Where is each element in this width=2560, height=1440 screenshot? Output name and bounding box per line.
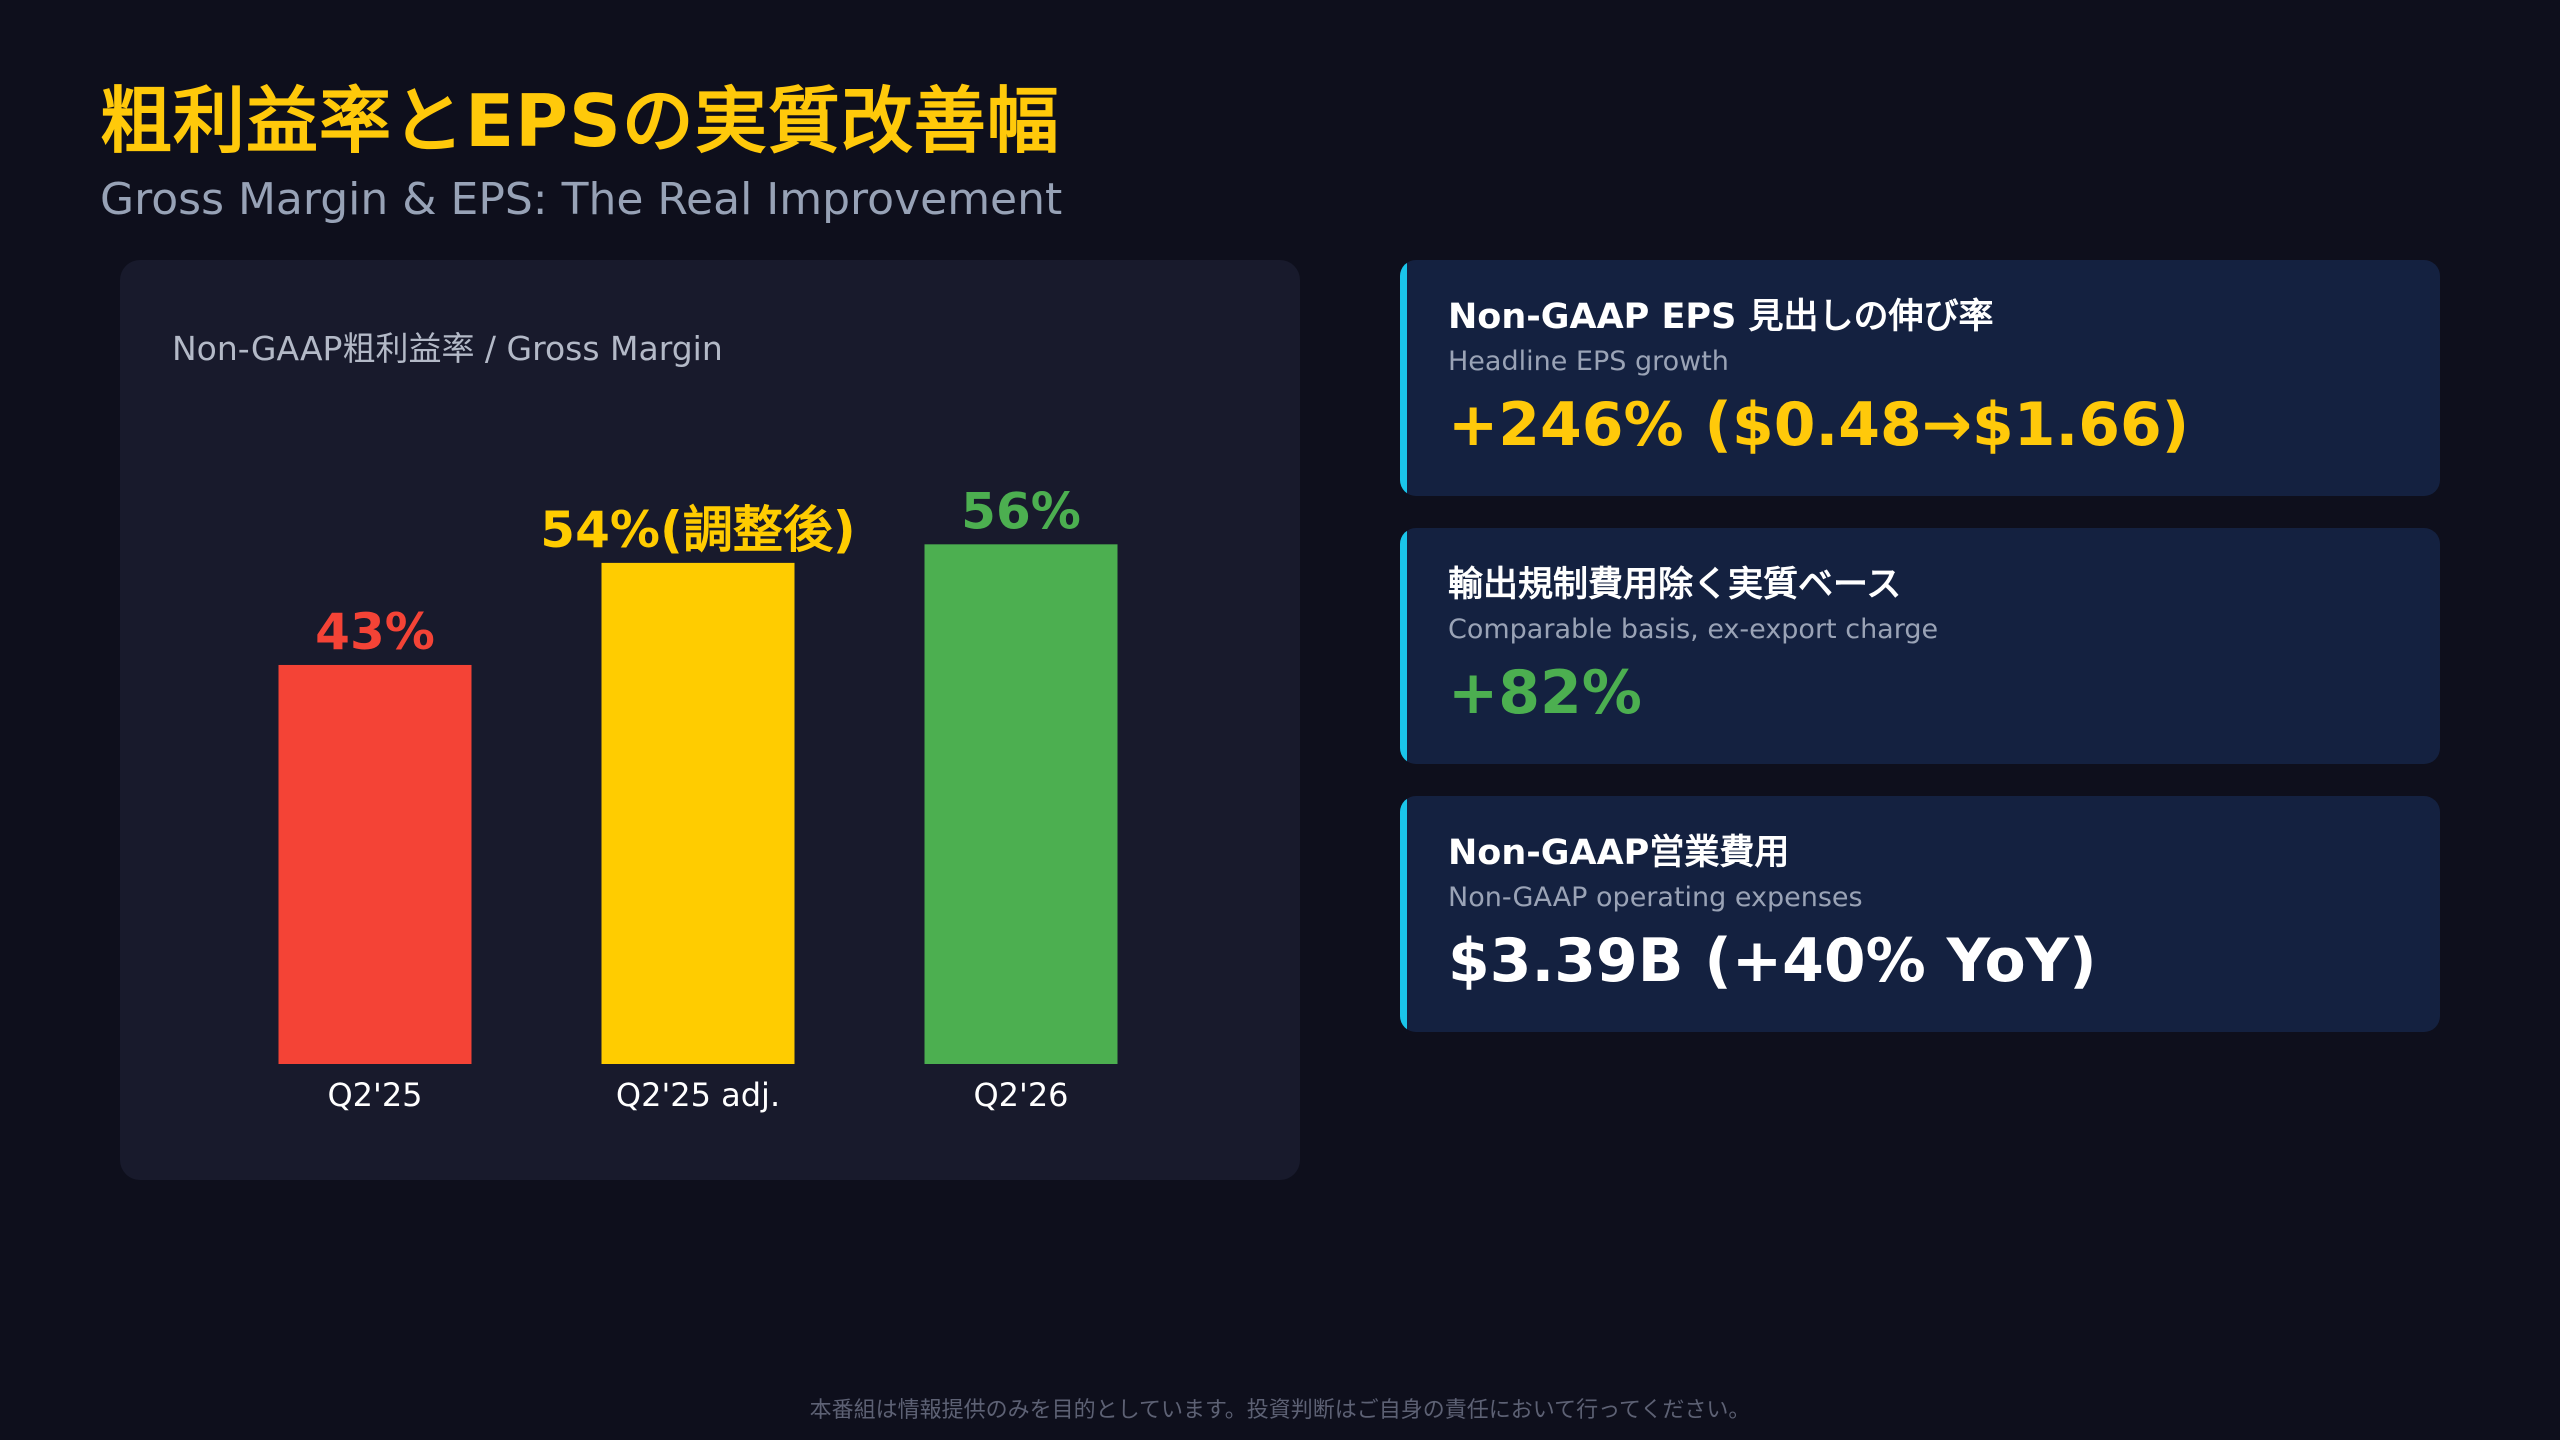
card-title: Non-GAAP EPS 見出しの伸び率 bbox=[1448, 297, 1994, 337]
metric-card-operating-expenses: Non-GAAP営業費用 Non-GAAP operating expenses… bbox=[1400, 796, 2440, 1032]
card-value: +246% ($0.48→$1.66) bbox=[1448, 390, 2190, 460]
x-tick-label: Q2'25 bbox=[327, 1076, 422, 1114]
card-accent-bar bbox=[1400, 528, 1407, 764]
card-accent-bar bbox=[1400, 796, 1407, 1032]
bar-value-label: 56% bbox=[961, 482, 1081, 540]
page-subtitle: Gross Margin & EPS: The Real Improvement bbox=[100, 174, 1063, 225]
chart-panel: Non-GAAP粗利益率 / Gross Margin 43% Q2'25 54%(… bbox=[120, 260, 1300, 1180]
card-subtitle: Non-GAAP operating expenses bbox=[1448, 882, 1863, 913]
x-tick-label: Q2'26 bbox=[973, 1076, 1068, 1114]
card-accent-bar bbox=[1400, 260, 1407, 496]
card-subtitle: Headline EPS growth bbox=[1448, 346, 1729, 377]
bar-value-label: 54%(調整後) bbox=[540, 501, 855, 559]
card-title: Non-GAAP営業費用 bbox=[1448, 833, 1790, 873]
card-subtitle: Comparable basis, ex-export charge bbox=[1448, 614, 1939, 645]
chart-title: Non-GAAP粗利益率 / Gross Margin bbox=[172, 329, 723, 368]
disclaimer: 本番組は情報提供のみを目的としています。投資判断はご自身の責任において行ってくだ… bbox=[809, 1398, 1751, 1423]
card-title: 輸出規制費用除く実質ベース bbox=[1448, 565, 1902, 605]
x-tick-label: Q2'25 adj. bbox=[616, 1076, 780, 1114]
card-value: $3.39B (+40% YoY) bbox=[1448, 926, 2097, 996]
card-value: +82% bbox=[1448, 658, 1642, 728]
page-title: 粗利益率とEPSの実質改善幅 bbox=[100, 79, 1060, 163]
metric-card-headline-eps: Non-GAAP EPS 見出しの伸び率 Headline EPS growth… bbox=[1400, 260, 2440, 496]
metric-card-comparable-basis: 輸出規制費用除く実質ベース Comparable basis, ex-expor… bbox=[1400, 528, 2440, 764]
bar-value-label: 43% bbox=[315, 603, 435, 661]
gross-margin-bar-chart: 43% Q2'25 54%(調整後) Q2'25 adj. 56% Q2'26 bbox=[278, 482, 1118, 1114]
bar-q2-26 bbox=[924, 544, 1118, 1064]
bar-q2-25 bbox=[278, 664, 472, 1064]
metric-cards: Non-GAAP EPS 見出しの伸び率 Headline EPS growth… bbox=[1400, 260, 2440, 1064]
bar-q2-25-adj- bbox=[601, 562, 795, 1064]
